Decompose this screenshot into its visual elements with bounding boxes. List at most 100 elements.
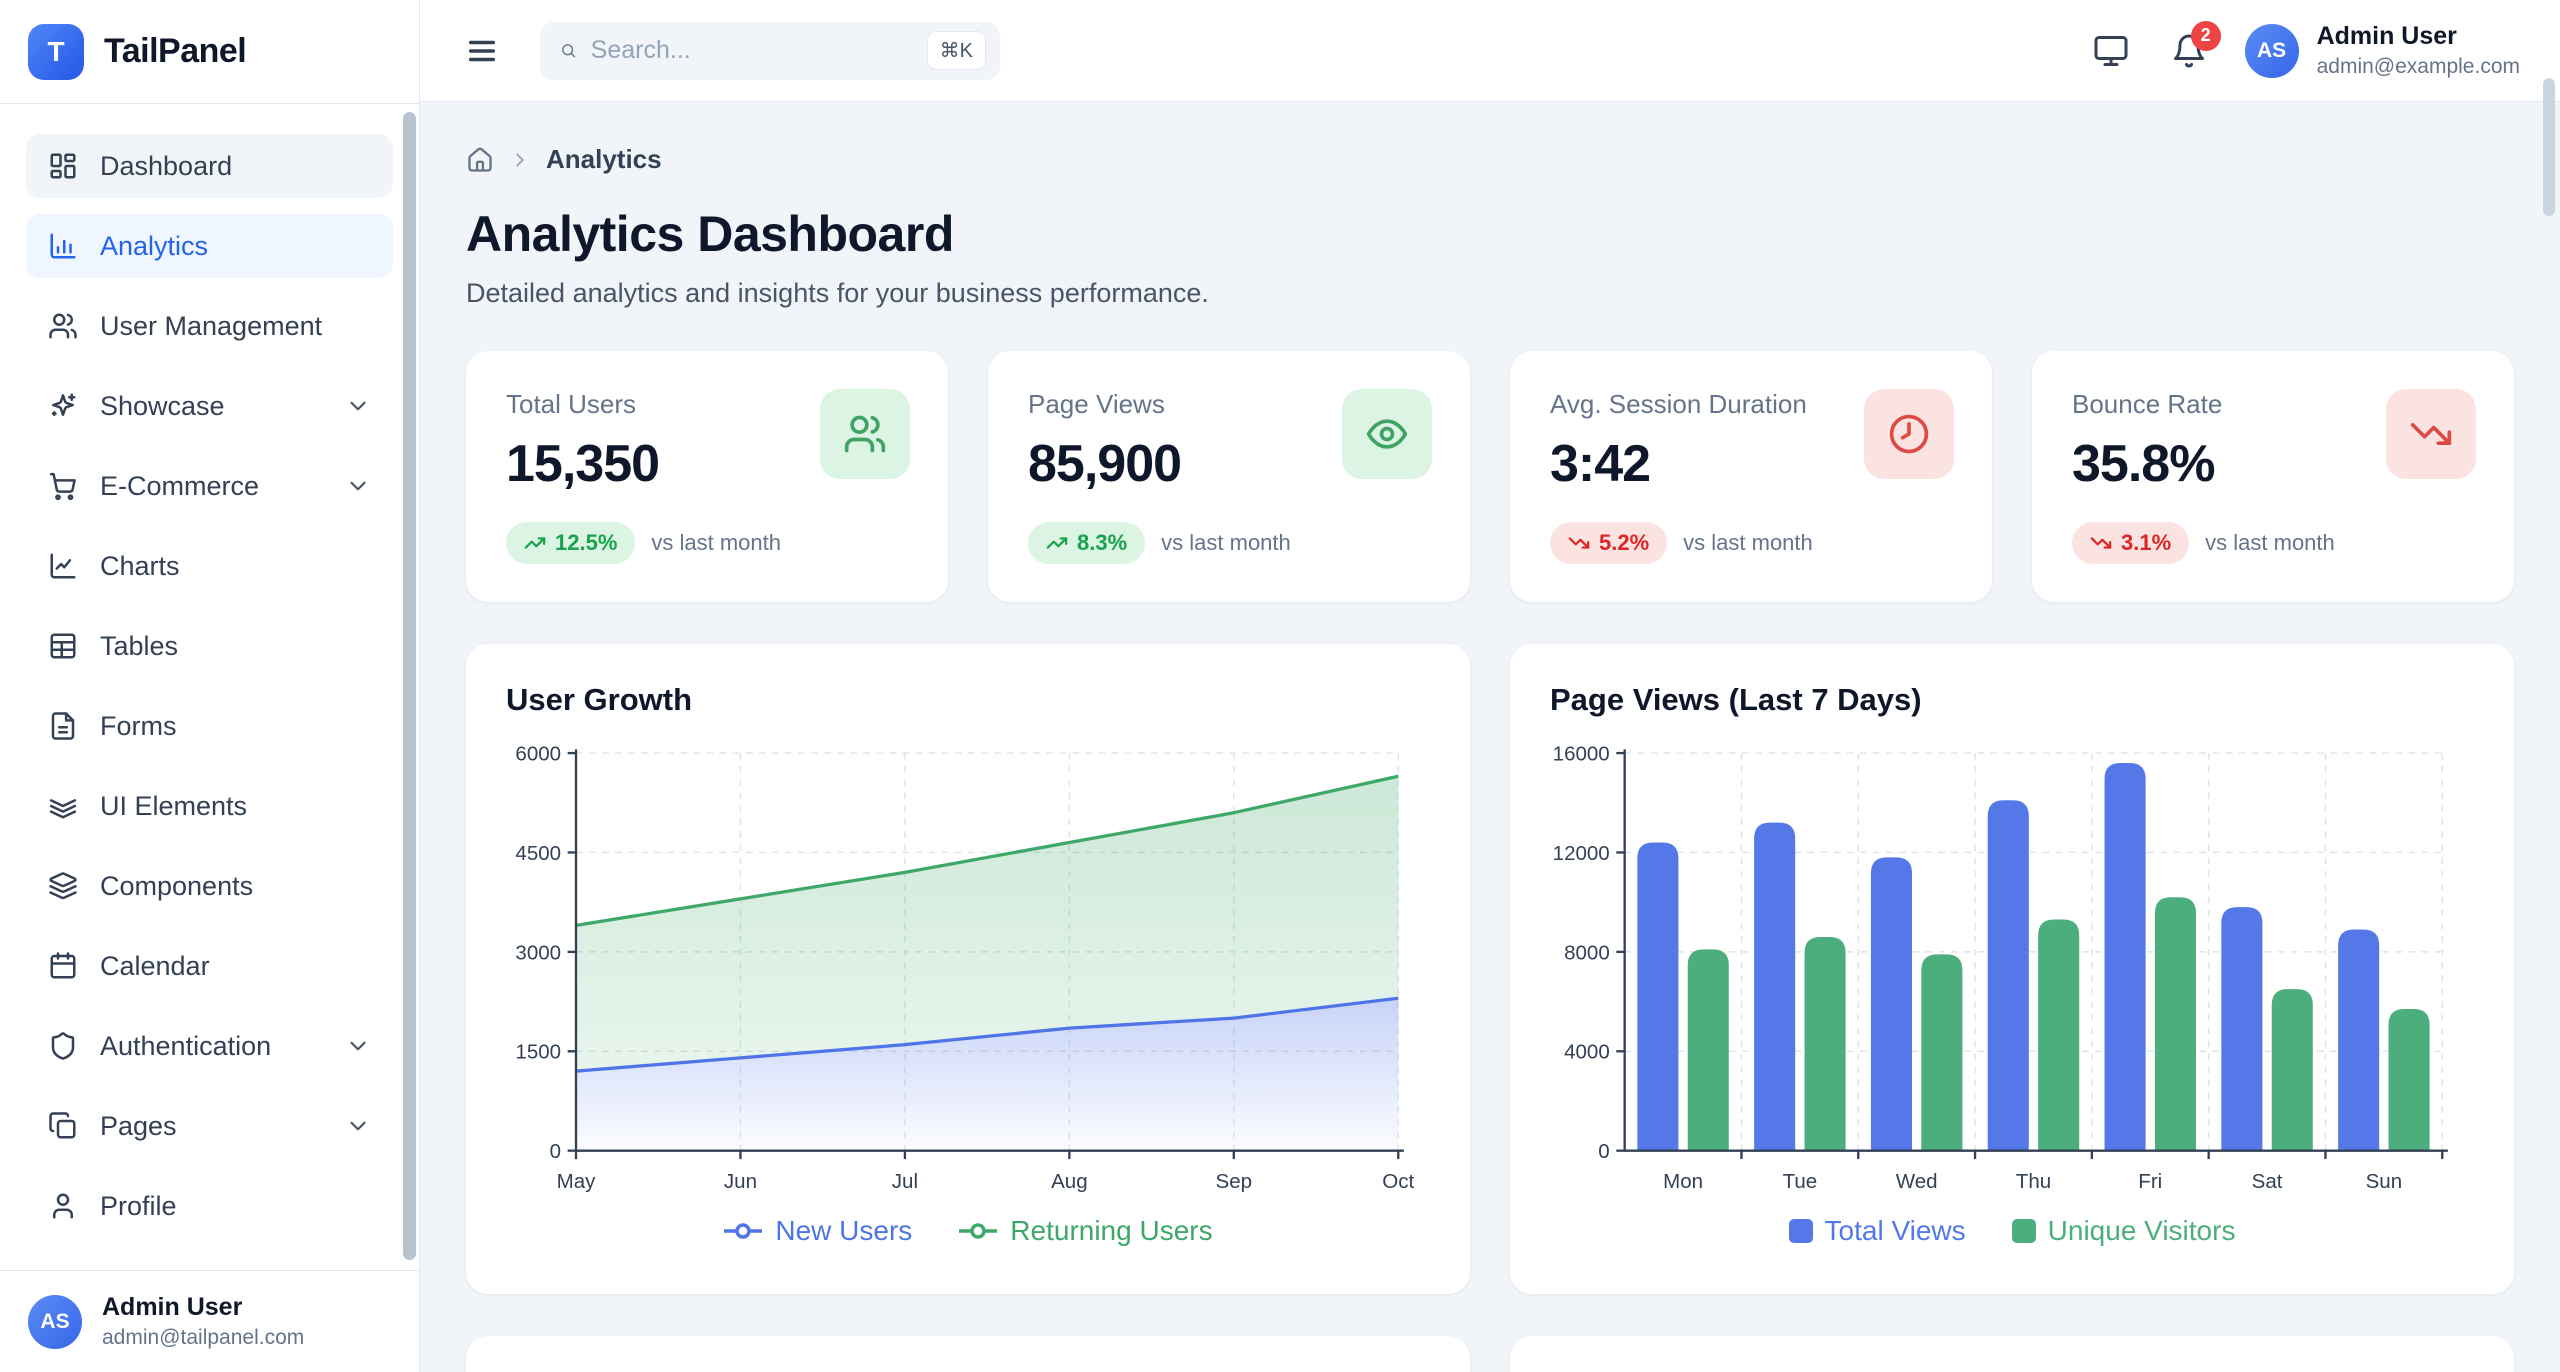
stat-change-badge: 12.5% <box>506 522 636 564</box>
sidebar-item-label: User Management <box>100 310 323 341</box>
chart-legend: New Users Returning Users <box>506 1215 1430 1247</box>
sidebar-item-components[interactable]: Components <box>26 854 393 918</box>
sidebar-item-label: UI Elements <box>100 790 248 821</box>
sidebar-item-label: Components <box>100 870 254 901</box>
sidebar-item-label: Pages <box>100 1110 177 1141</box>
sidebar-item-e-commerce[interactable]: E-Commerce <box>26 454 393 518</box>
sidebar-item-showcase[interactable]: Showcase <box>26 374 393 438</box>
stat-icon-box <box>1342 389 1432 479</box>
stat-label: Bounce Rate <box>2072 389 2223 419</box>
notifications-button[interactable]: 2 <box>2167 20 2221 73</box>
avatar: AS <box>28 1294 82 1349</box>
svg-text:Oct: Oct <box>1382 1170 1414 1193</box>
svg-text:1500: 1500 <box>515 1041 561 1064</box>
layers-icon <box>49 872 77 900</box>
sidebar-user-email: admin@tailpanel.com <box>102 1326 305 1349</box>
eye-icon <box>1366 419 1408 449</box>
legend-marker <box>2011 1219 2036 1244</box>
sidebar-scrollbar[interactable] <box>403 112 416 1260</box>
svg-text:Aug: Aug <box>1051 1170 1088 1193</box>
page-scrollbar[interactable] <box>2543 78 2555 216</box>
sidebar-item-user-management[interactable]: User Management <box>26 294 393 358</box>
stat-card-bounce-rate: Bounce Rate 35.8% 3.1% vs last month <box>2032 351 2514 602</box>
legend-item-unique-visitors[interactable]: Unique Visitors <box>2011 1215 2235 1247</box>
chart-title: User Growth <box>506 682 693 717</box>
chevron-down-icon <box>350 401 366 411</box>
stat-icon-box <box>820 389 910 479</box>
svg-text:0: 0 <box>1598 1140 1609 1163</box>
sparkles-icon <box>51 393 76 416</box>
sidebar: T TailPanel Dashboard Analytics User Manag… <box>0 0 420 1372</box>
trending-down-icon <box>1568 537 1590 549</box>
legend-item-new-users[interactable]: New Users <box>723 1215 912 1247</box>
svg-text:Fri: Fri <box>2138 1170 2162 1193</box>
legend-marker <box>959 1223 998 1240</box>
notifications-count-badge: 2 <box>2190 20 2221 51</box>
copy-icon <box>49 1112 76 1139</box>
trending-up-icon <box>524 537 546 549</box>
sidebar-item-profile[interactable]: Profile <box>26 1174 393 1238</box>
sidebar-item-pages[interactable]: Pages <box>26 1094 393 1158</box>
search-shortcut-badge: ⌘K <box>926 31 986 70</box>
breadcrumb-current: Analytics <box>546 144 662 174</box>
file-text-icon <box>51 712 75 740</box>
stat-change-badge: 5.2% <box>1550 522 1668 564</box>
stat-cards: Total Users 15,350 12.5% vs last month Page … <box>466 351 2514 602</box>
stat-label: Avg. Session Duration <box>1550 389 1807 419</box>
sidebar-item-tables[interactable]: Tables <box>26 614 393 678</box>
user-menu[interactable]: AS Admin User admin@example.com <box>2244 22 2520 79</box>
sidebar-item-charts[interactable]: Charts <box>26 534 393 598</box>
users-icon <box>49 313 77 339</box>
sidebar-item-label: Dashboard <box>100 150 233 181</box>
trending-up-icon <box>1046 537 1068 549</box>
theme-toggle-button[interactable] <box>2089 29 2133 73</box>
menu-icon <box>468 40 496 61</box>
charts-row: User Growth 0 1500 3000 4500 6000 May Jun Jul Au… <box>466 644 2514 1294</box>
stat-label: Total Users <box>506 389 637 419</box>
sidebar-item-dashboard[interactable]: Dashboard <box>26 134 393 198</box>
stat-card-page-views: Page Views 85,900 8.3% vs last month <box>988 351 1470 602</box>
monitor-icon <box>2094 35 2128 66</box>
svg-text:8000: 8000 <box>1564 941 1610 964</box>
svg-text:Tue: Tue <box>1783 1170 1818 1193</box>
topbar-user-email: admin@example.com <box>2316 55 2520 78</box>
layout-dashboard-icon <box>50 153 76 179</box>
svg-text:16000: 16000 <box>1553 743 1610 766</box>
legend-item-returning-users[interactable]: Returning Users <box>958 1215 1213 1247</box>
chevron-down-icon <box>350 1041 366 1051</box>
topbar-user-name: Admin User <box>2316 22 2457 50</box>
user-growth-chart: 0 1500 3000 4500 6000 May Jun Jul Aug Sep Oct <box>515 743 1414 1193</box>
sidebar-item-ui-elements[interactable]: UI Elements <box>26 774 393 838</box>
sidebar-item-authentication[interactable]: Authentication <box>26 1014 393 1078</box>
chart-line-icon <box>50 553 76 579</box>
trending-down-icon <box>2090 537 2112 549</box>
search-box[interactable]: ⌘K <box>540 21 1000 80</box>
stat-change-badge: 8.3% <box>1028 522 1146 564</box>
stat-card-avg-session-duration: Avg. Session Duration 3:42 5.2% vs last mon… <box>1510 351 1992 602</box>
app-logo[interactable]: T TailPanel <box>0 0 419 104</box>
avatar: AS <box>2244 23 2299 78</box>
stat-value: 15,350 <box>506 435 660 493</box>
chart-title: Page Views (Last 7 Days) <box>1550 682 1922 717</box>
stat-compare-text: vs last month <box>2205 530 2335 555</box>
svg-text:0: 0 <box>550 1140 561 1163</box>
sidebar-user[interactable]: AS Admin User admin@tailpanel.com <box>0 1270 419 1372</box>
trending-down-icon <box>2410 423 2452 445</box>
page-subtitle: Detailed analytics and insights for your… <box>466 278 1209 308</box>
search-input[interactable] <box>590 36 913 65</box>
svg-text:12000: 12000 <box>1553 842 1610 865</box>
svg-text:Jun: Jun <box>724 1170 757 1193</box>
sidebar-item-analytics[interactable]: Analytics <box>26 214 393 278</box>
stack-icon <box>49 799 77 819</box>
sidebar-item-label: Profile <box>100 1190 177 1221</box>
page-views-card: Page Views (Last 7 Days) 0 4000 8000 12000 1… <box>1510 644 2514 1294</box>
sidebar-item-label: Forms <box>100 710 177 741</box>
stat-icon-box <box>2386 389 2476 479</box>
sidebar-item-forms[interactable]: Forms <box>26 694 393 758</box>
svg-text:Sep: Sep <box>1216 1170 1253 1193</box>
stat-value: 85,900 <box>1028 435 1182 493</box>
sidebar-toggle-button[interactable] <box>460 29 504 73</box>
sidebar-item-calendar[interactable]: Calendar <box>26 934 393 998</box>
legend-item-total-views[interactable]: Total Views <box>1788 1215 1966 1247</box>
search-icon <box>562 44 576 58</box>
